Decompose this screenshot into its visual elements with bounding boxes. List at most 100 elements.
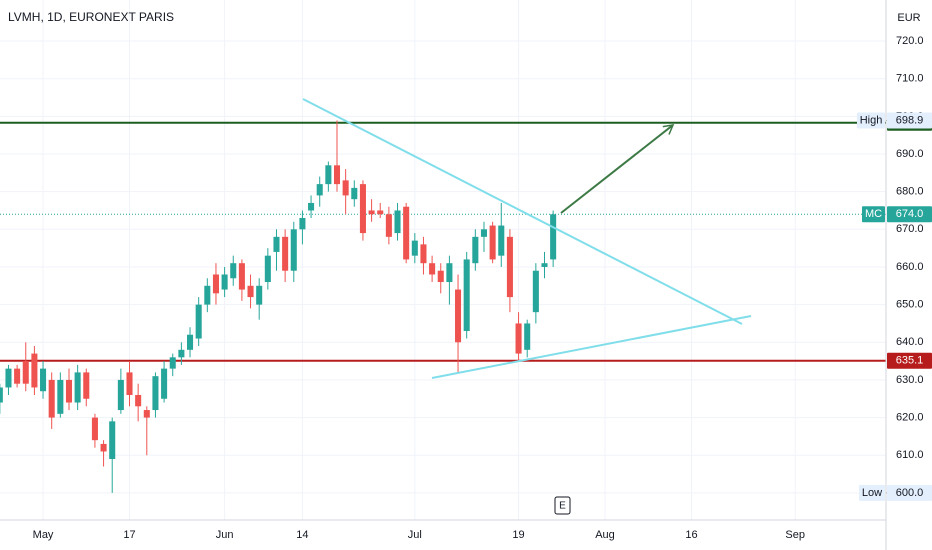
- candle-body: [109, 421, 116, 460]
- y-tick-label: 670.0: [896, 223, 924, 235]
- candle-body: [377, 210, 384, 215]
- candle-body: [187, 334, 194, 350]
- candle-body: [169, 357, 176, 369]
- y-tick-label: 690.0: [896, 148, 924, 160]
- candle-body: [316, 184, 323, 196]
- candle-body: [429, 263, 436, 275]
- price-axis: [886, 0, 932, 550]
- candle-body: [178, 349, 185, 358]
- candle-body: [126, 372, 133, 395]
- low-value-box: [887, 484, 932, 501]
- candle-body: [264, 255, 271, 283]
- x-tick-label: 14: [296, 529, 308, 541]
- currency-label: EUR: [897, 12, 920, 24]
- candle-body: [48, 379, 55, 418]
- y-tick-label: 720.0: [896, 35, 924, 47]
- y-tick-label: 710.0: [896, 73, 924, 85]
- candle-body: [230, 263, 237, 279]
- trend-line-upper: [302, 98, 743, 325]
- y-tick-label: 660.0: [896, 261, 924, 273]
- candle-body: [135, 394, 142, 407]
- y-tick-label: 680.0: [896, 186, 924, 198]
- candle-body: [152, 376, 159, 411]
- y-tick-label: 640.0: [896, 336, 924, 348]
- low-value: 600.0: [896, 487, 924, 499]
- candle-body: [238, 263, 245, 290]
- candle-body: [385, 214, 392, 237]
- candle-body: [498, 225, 505, 256]
- candle-body: [333, 165, 341, 185]
- candle-body: [22, 361, 29, 384]
- chart-title: LVMH, 1D, EURONEXT PARIS: [8, 10, 174, 24]
- candle-body: [100, 443, 107, 452]
- candle-body: [368, 210, 375, 215]
- candle-body: [65, 379, 73, 403]
- x-tick-label: 19: [512, 529, 524, 541]
- candle-body: [31, 353, 38, 388]
- candle-body: [437, 270, 444, 283]
- high-value-box: [887, 112, 932, 129]
- x-tick-label: Jun: [216, 529, 234, 541]
- x-tick-label: May: [33, 529, 54, 541]
- candle-body: [212, 274, 219, 294]
- candle-body: [91, 417, 98, 441]
- candle-body: [83, 372, 90, 399]
- candle-body: [290, 229, 297, 271]
- candle-body: [195, 304, 202, 339]
- trend-line-lower: [431, 315, 752, 379]
- candle-body: [351, 187, 358, 200]
- candle-body: [359, 184, 366, 234]
- candle-body: [273, 236, 280, 252]
- candle-body: [14, 368, 21, 384]
- x-tick-label: Sep: [785, 529, 805, 541]
- candles: [0, 120, 557, 493]
- last-price: 674.0: [896, 208, 924, 220]
- candle-body: [282, 236, 289, 271]
- event-marker[interactable]: E: [559, 501, 566, 512]
- candle-body: [420, 244, 427, 264]
- candle-body: [394, 210, 401, 234]
- levels: [0, 121, 886, 362]
- low-name-box: [859, 484, 885, 501]
- candle-body: [472, 236, 479, 264]
- candle-body: [57, 379, 64, 414]
- candle-body: [506, 236, 513, 298]
- level-label-box: [887, 352, 932, 369]
- candle-body: [455, 289, 462, 343]
- event-marker-box[interactable]: [554, 496, 571, 515]
- candle-body: [489, 225, 496, 260]
- candle-body: [532, 270, 539, 313]
- x-tick-label: 17: [123, 529, 135, 541]
- high-name: High: [860, 114, 883, 126]
- candle-body: [308, 202, 315, 211]
- candle-body: [143, 410, 150, 418]
- candle-body: [161, 368, 168, 399]
- y-tick-label: 650.0: [896, 299, 924, 311]
- candle-body: [550, 214, 557, 260]
- candle-body: [515, 323, 522, 354]
- last-price-name: MC: [865, 208, 882, 220]
- y-tick-label: 630.0: [896, 374, 924, 386]
- projection-arrow: [560, 124, 675, 214]
- last-price-box: [887, 206, 932, 223]
- x-tick-label: 16: [685, 529, 697, 541]
- grid: [0, 0, 886, 520]
- candle-body: [247, 285, 254, 298]
- candle-body: [325, 165, 332, 185]
- candle-body: [446, 263, 453, 283]
- drawings: [302, 98, 752, 379]
- candle-body: [342, 180, 349, 196]
- candle-body: [463, 259, 470, 331]
- x-tick-label: Jul: [408, 529, 422, 541]
- candle-body: [117, 379, 124, 411]
- last-price-name-box: [862, 206, 885, 223]
- candle-body: [74, 372, 81, 403]
- x-tick-label: Aug: [595, 529, 615, 541]
- candle-body: [403, 206, 410, 260]
- candle-body: [411, 240, 418, 256]
- y-tick-label: 610.0: [896, 449, 924, 461]
- candle-body: [299, 218, 306, 230]
- candle-body: [256, 285, 263, 305]
- candle-body: [480, 229, 488, 237]
- level-label: 635.1: [896, 355, 924, 367]
